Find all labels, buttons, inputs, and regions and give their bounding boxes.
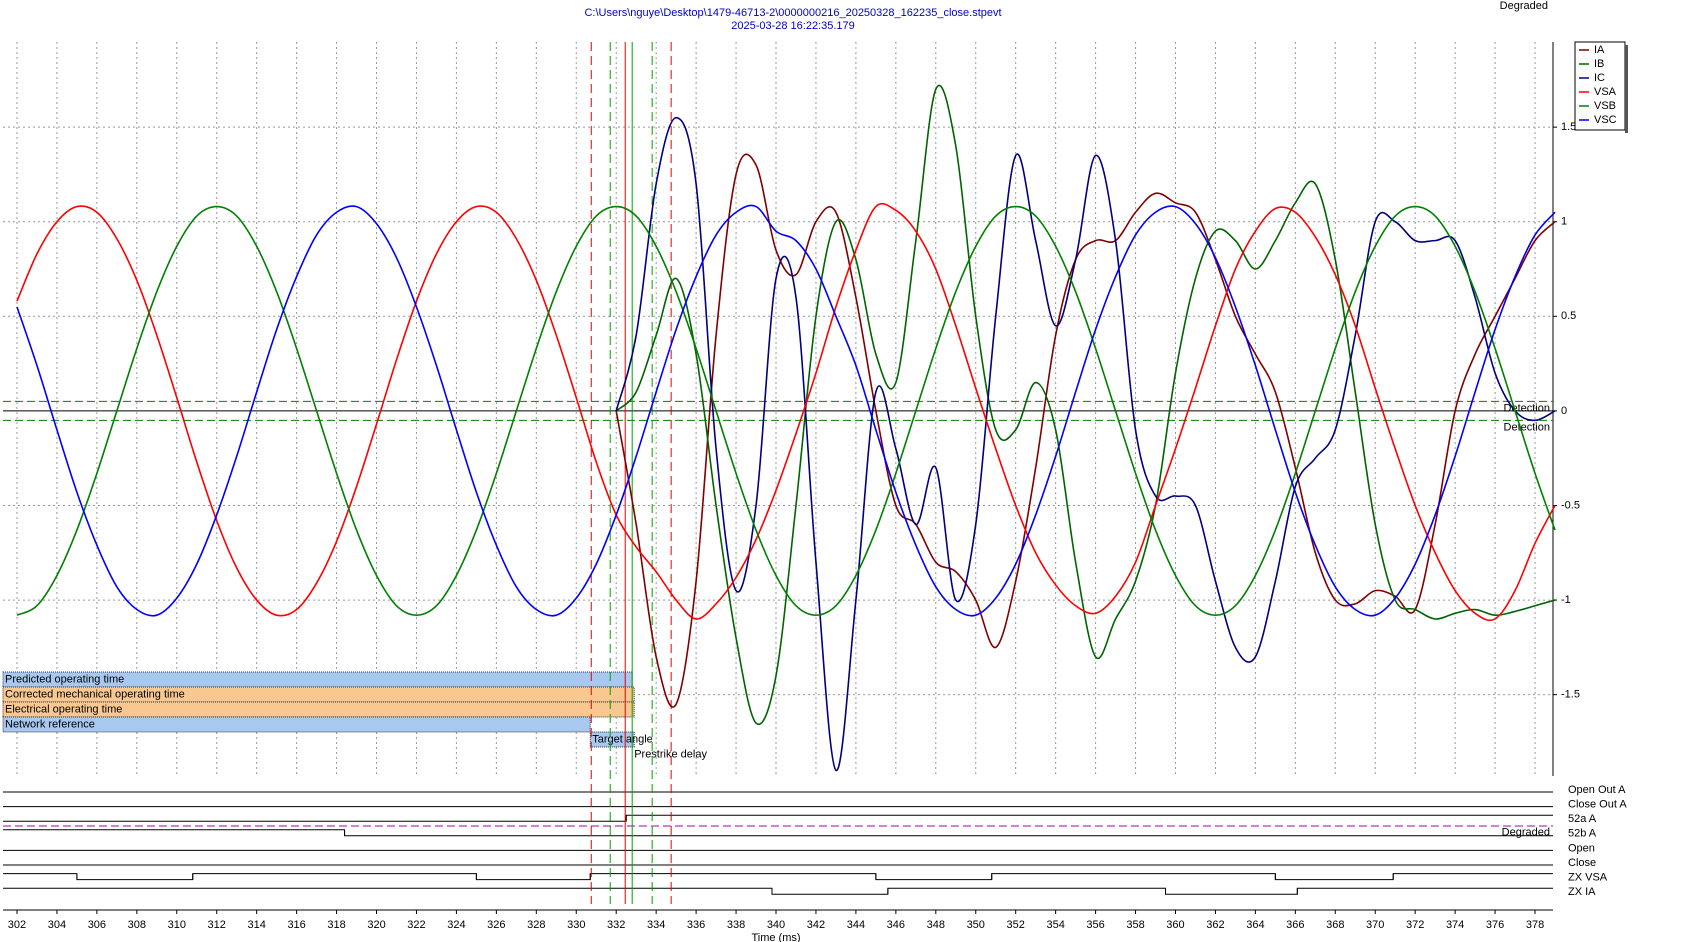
x-tick-label: 328 [527, 919, 545, 931]
digital-label: 52b A [1568, 828, 1597, 840]
x-tick-label: 336 [687, 919, 705, 931]
x-tick-label: 312 [208, 919, 226, 931]
x-tick-label: 364 [1246, 919, 1264, 931]
legend-label: VSB [1594, 100, 1616, 112]
x-tick-label: 348 [927, 919, 945, 931]
x-tick-label: 320 [367, 919, 385, 931]
span-label: Target angle [592, 733, 653, 745]
x-tick-label: 374 [1446, 919, 1464, 931]
x-tick-label: 338 [727, 919, 745, 931]
legend-label: IC [1594, 72, 1605, 84]
y-tick-label: -1 [1561, 594, 1571, 606]
x-tick-label: 370 [1366, 919, 1384, 931]
series-line [16, 202, 1556, 622]
digital-trace [3, 873, 1553, 881]
series-line [615, 84, 1556, 726]
x-tick-label: 372 [1406, 919, 1424, 931]
y-tick-label: 0 [1561, 405, 1567, 417]
x-tick-label: 322 [407, 919, 425, 931]
threshold-label: Detection [1504, 421, 1550, 433]
x-axis-title: Time (ms) [751, 932, 800, 942]
x-tick-label: 354 [1046, 919, 1064, 931]
series-line [615, 116, 1556, 772]
x-tick-label: 362 [1206, 919, 1224, 931]
y-tick-label: 0.5 [1561, 310, 1576, 322]
x-tick-label: 324 [447, 919, 465, 931]
y-tick-label: 1 [1561, 216, 1567, 228]
legend-label: VSC [1594, 114, 1617, 126]
legend-label: VSA [1594, 86, 1617, 98]
digital-label: Open Out A [1568, 784, 1626, 796]
x-tick-label: 350 [967, 919, 985, 931]
chart-subtitle: 2025-03-28 16:22:35.179 [731, 20, 855, 32]
x-tick-label: 304 [48, 919, 66, 931]
x-tick-label: 334 [647, 919, 665, 931]
digital-label: Open [1568, 842, 1595, 854]
span-bar [2, 701, 635, 718]
x-tick-label: 368 [1326, 919, 1344, 931]
x-tick-label: 340 [767, 919, 785, 931]
x-tick-label: 318 [327, 919, 345, 931]
x-tick-label: 352 [1007, 919, 1025, 931]
series-line [16, 205, 1556, 617]
legend-label: IA [1594, 44, 1605, 56]
x-tick-label: 378 [1526, 919, 1544, 931]
x-tick-label: 360 [1166, 919, 1184, 931]
digital-label: 52a A [1568, 813, 1597, 825]
y-tick-label: -1.5 [1561, 689, 1580, 701]
span-bar [2, 686, 635, 703]
x-tick-label: 344 [847, 919, 865, 931]
series-line [16, 204, 1556, 617]
x-tick-label: 306 [88, 919, 106, 931]
x-tick-label: 356 [1086, 919, 1104, 931]
digital-label: Close [1568, 857, 1596, 869]
x-tick-label: 366 [1286, 919, 1304, 931]
span-label: Electrical operating time [5, 703, 122, 715]
span-bar [2, 716, 591, 733]
x-tick-label: 310 [168, 919, 186, 931]
span-label: Corrected mechanical operating time [5, 688, 185, 700]
span-label: Network reference [5, 718, 95, 730]
y-tick-label: -0.5 [1561, 499, 1580, 511]
y-tick-label: 1.5 [1561, 121, 1576, 133]
x-tick-label: 332 [607, 919, 625, 931]
x-tick-label: 316 [287, 919, 305, 931]
chart-title: C:\Users\nguye\Desktop\1479-46713-2\0000… [584, 7, 1001, 19]
span-label: Predicted operating time [5, 673, 124, 685]
x-tick-label: 358 [1126, 919, 1144, 931]
x-tick-label: 346 [887, 919, 905, 931]
x-tick-label: 376 [1486, 919, 1504, 931]
span-bar [589, 731, 635, 748]
x-tick-label: 342 [807, 919, 825, 931]
x-tick-label: 330 [567, 919, 585, 931]
x-tick-label: 314 [247, 919, 265, 931]
legend-shadow [1625, 45, 1628, 133]
legend-label: IB [1594, 58, 1604, 70]
x-tick-label: 326 [487, 919, 505, 931]
digital-note: Degraded [1502, 827, 1550, 839]
x-tick-label: 302 [8, 919, 26, 931]
digital-label: ZX IA [1568, 886, 1596, 898]
x-tick-label: 308 [128, 919, 146, 931]
status-label: Degraded [1500, 0, 1548, 12]
digital-label: Close Out A [1568, 799, 1627, 811]
digital-label: ZX VSA [1568, 872, 1608, 884]
